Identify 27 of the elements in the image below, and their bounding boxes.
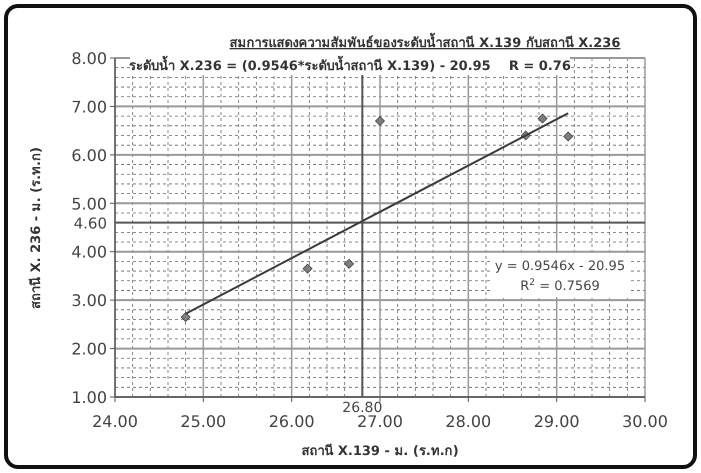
y-tick-label: 7.00 xyxy=(71,97,107,116)
x-tick-label: 28.00 xyxy=(445,412,492,431)
point xyxy=(344,258,354,269)
x-tick-label: 30.00 xyxy=(622,412,668,431)
point xyxy=(538,114,548,124)
y-tick-label: 6.00 xyxy=(71,146,107,165)
chart-subtitle: ระดับน้ำ X.236 = (0.9546*ระดับน้ำสถานี X.139) - 20.95 R = 0.76 xyxy=(129,55,571,74)
x-tick-label: 29.00 xyxy=(534,412,580,431)
y-tick-label: 8.00 xyxy=(71,49,107,68)
point xyxy=(375,116,385,126)
x-tick-label: 24.00 xyxy=(92,412,138,431)
point xyxy=(180,312,191,322)
y-axis-title: สถานี X. 236 - ม. (ร.ท.ก) xyxy=(28,147,44,309)
point xyxy=(302,264,312,274)
x-tick-label: 25.00 xyxy=(180,412,226,431)
annotation: R$^{2}$ = 0.7569 xyxy=(520,278,600,294)
y-tick-label: 3.00 xyxy=(71,291,107,310)
point xyxy=(563,132,574,142)
y-tick-label: 5.00 xyxy=(71,194,107,214)
y-tick-label: 1.00 xyxy=(71,388,107,407)
annotation: y = 0.9546x - 20.95 xyxy=(494,259,626,274)
ref-line-label: 4.60 xyxy=(74,214,107,233)
y-tick-label: 2.00 xyxy=(71,340,107,359)
x-tick-label: 26.00 xyxy=(268,412,315,431)
x-axis-title: สถานี X.139 - ม. (ร.ท.ก) xyxy=(301,443,459,459)
y-tick-label: 4.00 xyxy=(71,242,107,262)
chart-title: สมการแสดงความสัมพันธ์ของระดับน้ำสถานี X.139 กับสถานี X.236 xyxy=(230,32,620,51)
